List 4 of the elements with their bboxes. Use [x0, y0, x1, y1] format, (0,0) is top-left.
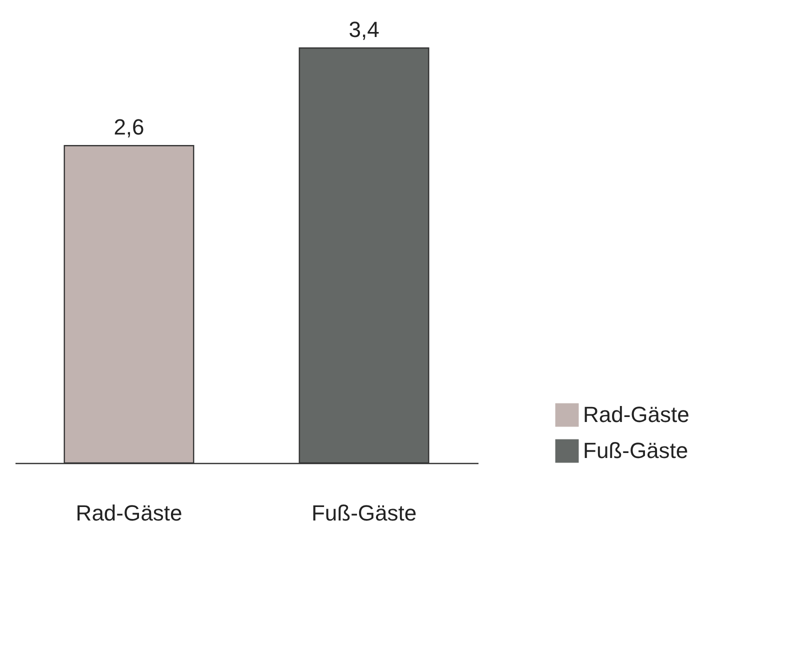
legend-label: Fuß-Gäste: [583, 438, 688, 463]
legend-label: Rad-Gäste: [583, 402, 690, 427]
data-label: 3,4: [348, 17, 380, 42]
data-label: 2,6: [114, 114, 144, 140]
